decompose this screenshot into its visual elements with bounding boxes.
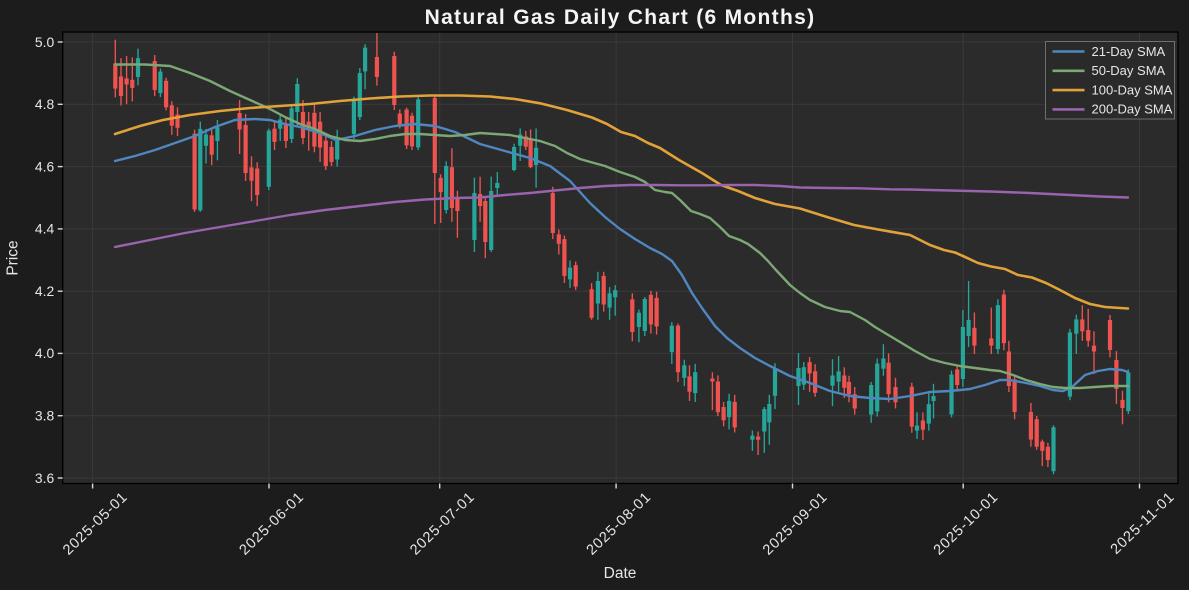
svg-text:2025-05-01: 2025-05-01	[60, 489, 131, 558]
svg-text:2025-06-01: 2025-06-01	[237, 489, 308, 558]
svg-text:3.8: 3.8	[35, 408, 55, 424]
svg-text:4.6: 4.6	[35, 158, 55, 174]
svg-text:Date: Date	[604, 565, 637, 582]
svg-text:21-Day SMA: 21-Day SMA	[1092, 44, 1166, 59]
svg-text:4.0: 4.0	[35, 345, 55, 361]
svg-text:200-Day SMA: 200-Day SMA	[1092, 102, 1173, 117]
svg-text:5.0: 5.0	[35, 34, 55, 50]
svg-text:50-Day SMA: 50-Day SMA	[1092, 63, 1166, 78]
svg-text:4.2: 4.2	[35, 283, 55, 299]
svg-text:100-Day SMA: 100-Day SMA	[1092, 82, 1173, 97]
svg-text:2025-10-01: 2025-10-01	[931, 489, 1002, 558]
svg-text:Natural Gas Daily Chart (6 Mon: Natural Gas Daily Chart (6 Months)	[425, 6, 816, 29]
svg-text:3.6: 3.6	[35, 470, 55, 486]
svg-text:2025-11-01: 2025-11-01	[1108, 489, 1178, 558]
svg-text:4.8: 4.8	[35, 96, 55, 112]
svg-text:2025-07-01: 2025-07-01	[407, 489, 478, 558]
svg-text:2025-08-01: 2025-08-01	[584, 489, 655, 558]
svg-text:2025-09-01: 2025-09-01	[760, 489, 831, 558]
svg-text:Price: Price	[5, 240, 22, 275]
svg-text:4.4: 4.4	[35, 221, 55, 237]
